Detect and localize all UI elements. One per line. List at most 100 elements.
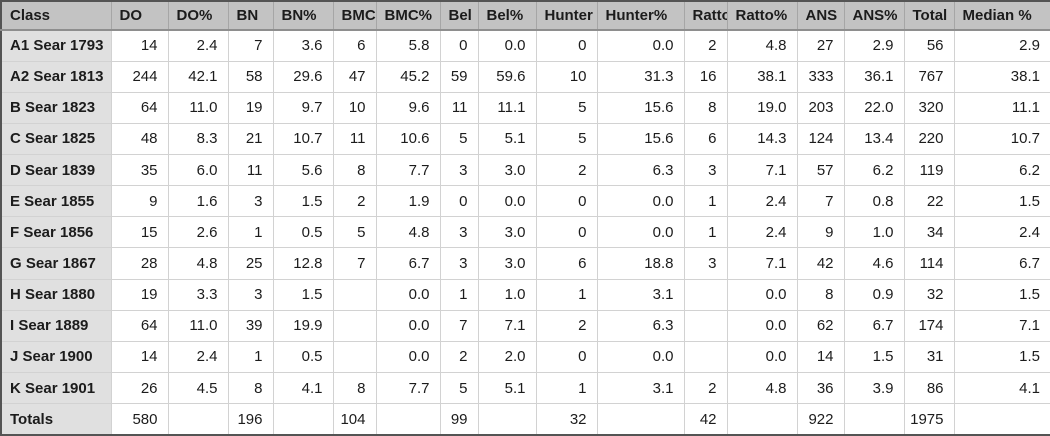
row-label: J Sear 1900 (0, 340, 112, 374)
row-label: I Sear 1889 (0, 309, 112, 342)
column-header: Bel% (477, 0, 537, 31)
column-header: Bel (439, 0, 479, 31)
cell: 5.6 (272, 154, 334, 187)
cell: 3.0 (477, 154, 537, 187)
row-label: A2 Sear 1813 (0, 60, 112, 93)
cell: 32 (535, 403, 598, 436)
cell: 1 (535, 278, 598, 311)
cell: 0.0 (477, 29, 537, 62)
cell: 3 (227, 185, 274, 218)
cell: 59 (439, 60, 479, 93)
cell: 3.6 (272, 29, 334, 62)
cell: 1.0 (477, 278, 537, 311)
column-header: BN (227, 0, 274, 31)
cell: 0 (535, 340, 598, 374)
cell (477, 403, 537, 436)
cell: 11 (439, 91, 479, 124)
column-header: Ratto (683, 0, 728, 31)
cell: 10.7 (272, 122, 334, 156)
cell: 3.3 (167, 278, 229, 311)
cell: 34 (903, 216, 955, 249)
cell: 19 (110, 278, 169, 311)
cell: 8 (332, 154, 377, 187)
cell (683, 278, 728, 311)
cell: 48 (110, 122, 169, 156)
cell: 2.4 (167, 29, 229, 62)
cell: 14 (796, 340, 845, 374)
cell: 7.1 (477, 309, 537, 342)
cell: 86 (903, 372, 955, 405)
cell: 10 (332, 91, 377, 124)
row-label: C Sear 1825 (0, 122, 112, 156)
column-header: DO (110, 0, 169, 31)
column-header: BMC (332, 0, 377, 31)
cell (332, 309, 377, 342)
cell (683, 340, 728, 374)
cell: 5.1 (477, 122, 537, 156)
cell: 56 (903, 29, 955, 62)
table-row: J Sear 1900 14 2.4 1 0.5 0.0 2 2.0 0 0.0 0.0 14 1.5 3… (0, 340, 1050, 374)
cell: 36.1 (843, 60, 905, 93)
cell: 35 (110, 154, 169, 187)
cell: 11.1 (953, 91, 1050, 124)
cell: 1.5 (272, 185, 334, 218)
cell: 0.0 (596, 185, 685, 218)
cell: 3 (439, 247, 479, 280)
cell: 4.8 (726, 372, 798, 405)
table-row: G Sear 1867 28 4.8 25 12.8 7 6.7 3 3.0 6 18.8 3 7.1 4… (0, 247, 1050, 280)
cell: 9.7 (272, 91, 334, 124)
cell: 19.9 (272, 309, 334, 342)
cell: 7 (796, 185, 845, 218)
cell: 3 (683, 154, 728, 187)
column-header: BN% (272, 0, 334, 31)
cell: 9.6 (375, 91, 441, 124)
row-label: H Sear 1880 (0, 278, 112, 311)
cell: 1.5 (843, 340, 905, 374)
table-row: D Sear 1839 35 6.0 11 5.6 8 7.7 3 3.0 2 6.3 3 7.1 57 6… (0, 154, 1050, 187)
cell: 19 (227, 91, 274, 124)
cell: 1 (227, 216, 274, 249)
cell: 59.6 (477, 60, 537, 93)
cell: 333 (796, 60, 845, 93)
cell: 580 (110, 403, 169, 436)
cell (167, 403, 229, 436)
column-header: Hunter% (596, 0, 685, 31)
cell: 0.0 (375, 278, 441, 311)
cell: 244 (110, 60, 169, 93)
cell: 1 (535, 372, 598, 405)
cell: 16 (683, 60, 728, 93)
cell: 6 (332, 29, 377, 62)
cell: 47 (332, 60, 377, 93)
cell: 18.8 (596, 247, 685, 280)
cell (375, 403, 441, 436)
cell: 7.7 (375, 154, 441, 187)
table-row: A2 Sear 1813 244 42.1 58 29.6 47 45.2 59 59.6 10 3… (0, 60, 1050, 93)
cell: 31.3 (596, 60, 685, 93)
cell: 6.0 (167, 154, 229, 187)
row-label: Totals (0, 403, 112, 436)
cell: 3.0 (477, 247, 537, 280)
table-row: I Sear 1889 64 11.0 39 19.9 0.0 7 7.1 2 6.3 0.0 62 6… (0, 309, 1050, 342)
cell: 3.0 (477, 216, 537, 249)
cell: 4.5 (167, 372, 229, 405)
cell: 1.0 (843, 216, 905, 249)
cell: 64 (110, 91, 169, 124)
cell: 9 (110, 185, 169, 218)
cell: 3 (439, 154, 479, 187)
cell: 1.5 (953, 185, 1050, 218)
cell: 26 (110, 372, 169, 405)
cell: 2.9 (953, 29, 1050, 62)
cell: 22 (903, 185, 955, 218)
cell: 38.1 (953, 60, 1050, 93)
cell: 124 (796, 122, 845, 156)
cell: 42 (683, 403, 728, 436)
cell: 5 (439, 372, 479, 405)
cell: 7 (439, 309, 479, 342)
cell: 10.7 (953, 122, 1050, 156)
cell: 2 (683, 29, 728, 62)
cell: 0.8 (843, 185, 905, 218)
cell: 11.0 (167, 91, 229, 124)
cell: 2.4 (167, 340, 229, 374)
cell (843, 403, 905, 436)
